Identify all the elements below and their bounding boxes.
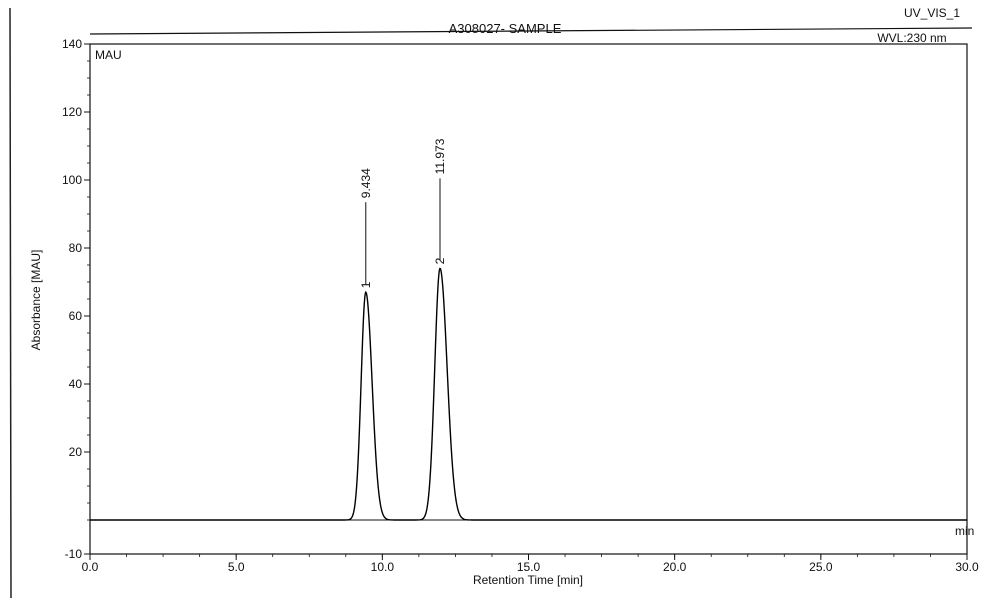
y-axis-title: Absorbance [MAU] bbox=[29, 250, 43, 351]
x-tick-label: 5.0 bbox=[228, 560, 245, 574]
y-tick-label: 60 bbox=[69, 309, 83, 323]
x-tick-label: 15.0 bbox=[517, 560, 541, 574]
wavelength-label: WVL:230 nm bbox=[877, 31, 946, 45]
chromatogram-trace bbox=[90, 267, 967, 521]
y-tick-label: 80 bbox=[69, 241, 83, 255]
y-tick-label: 140 bbox=[62, 37, 82, 51]
y-tick-label: 20 bbox=[69, 445, 83, 459]
x-tick-label: 30.0 bbox=[955, 560, 979, 574]
y-tick-label: 120 bbox=[62, 105, 82, 119]
peak-retention-label: 9.434 bbox=[359, 168, 373, 198]
header-rule bbox=[89, 27, 973, 35]
x-tick-label: 0.0 bbox=[82, 560, 99, 574]
y-tick-label: 40 bbox=[69, 377, 83, 391]
x-axis-title: Retention Time [min] bbox=[473, 573, 583, 587]
x-tick-label: 20.0 bbox=[663, 560, 687, 574]
chart-title: A308027- SAMPLE bbox=[449, 21, 562, 36]
y-tick-label: -10 bbox=[65, 547, 83, 561]
peak-number-label: 1 bbox=[359, 281, 373, 288]
peak-number-label: 2 bbox=[433, 257, 447, 264]
detector-label: UV_VIS_1 bbox=[904, 6, 960, 20]
axes: 0.0 5.0 10.0 15.0 20.0 25.0 30.0 -10 20 40 60 80 100… bbox=[62, 37, 979, 574]
peak-retention-label: 11.973 bbox=[433, 138, 447, 174]
page-left-edge bbox=[9, 7, 12, 598]
y-unit-label: MAU bbox=[95, 48, 122, 62]
x-unit-label: min bbox=[955, 524, 974, 538]
x-tick-label: 25.0 bbox=[809, 560, 833, 574]
peaks: 1 9.434 2 11.973 bbox=[359, 138, 447, 288]
x-tick-label: 10.0 bbox=[371, 560, 395, 574]
plot-area-frame bbox=[89, 43, 968, 555]
y-tick-label: 100 bbox=[62, 173, 82, 187]
